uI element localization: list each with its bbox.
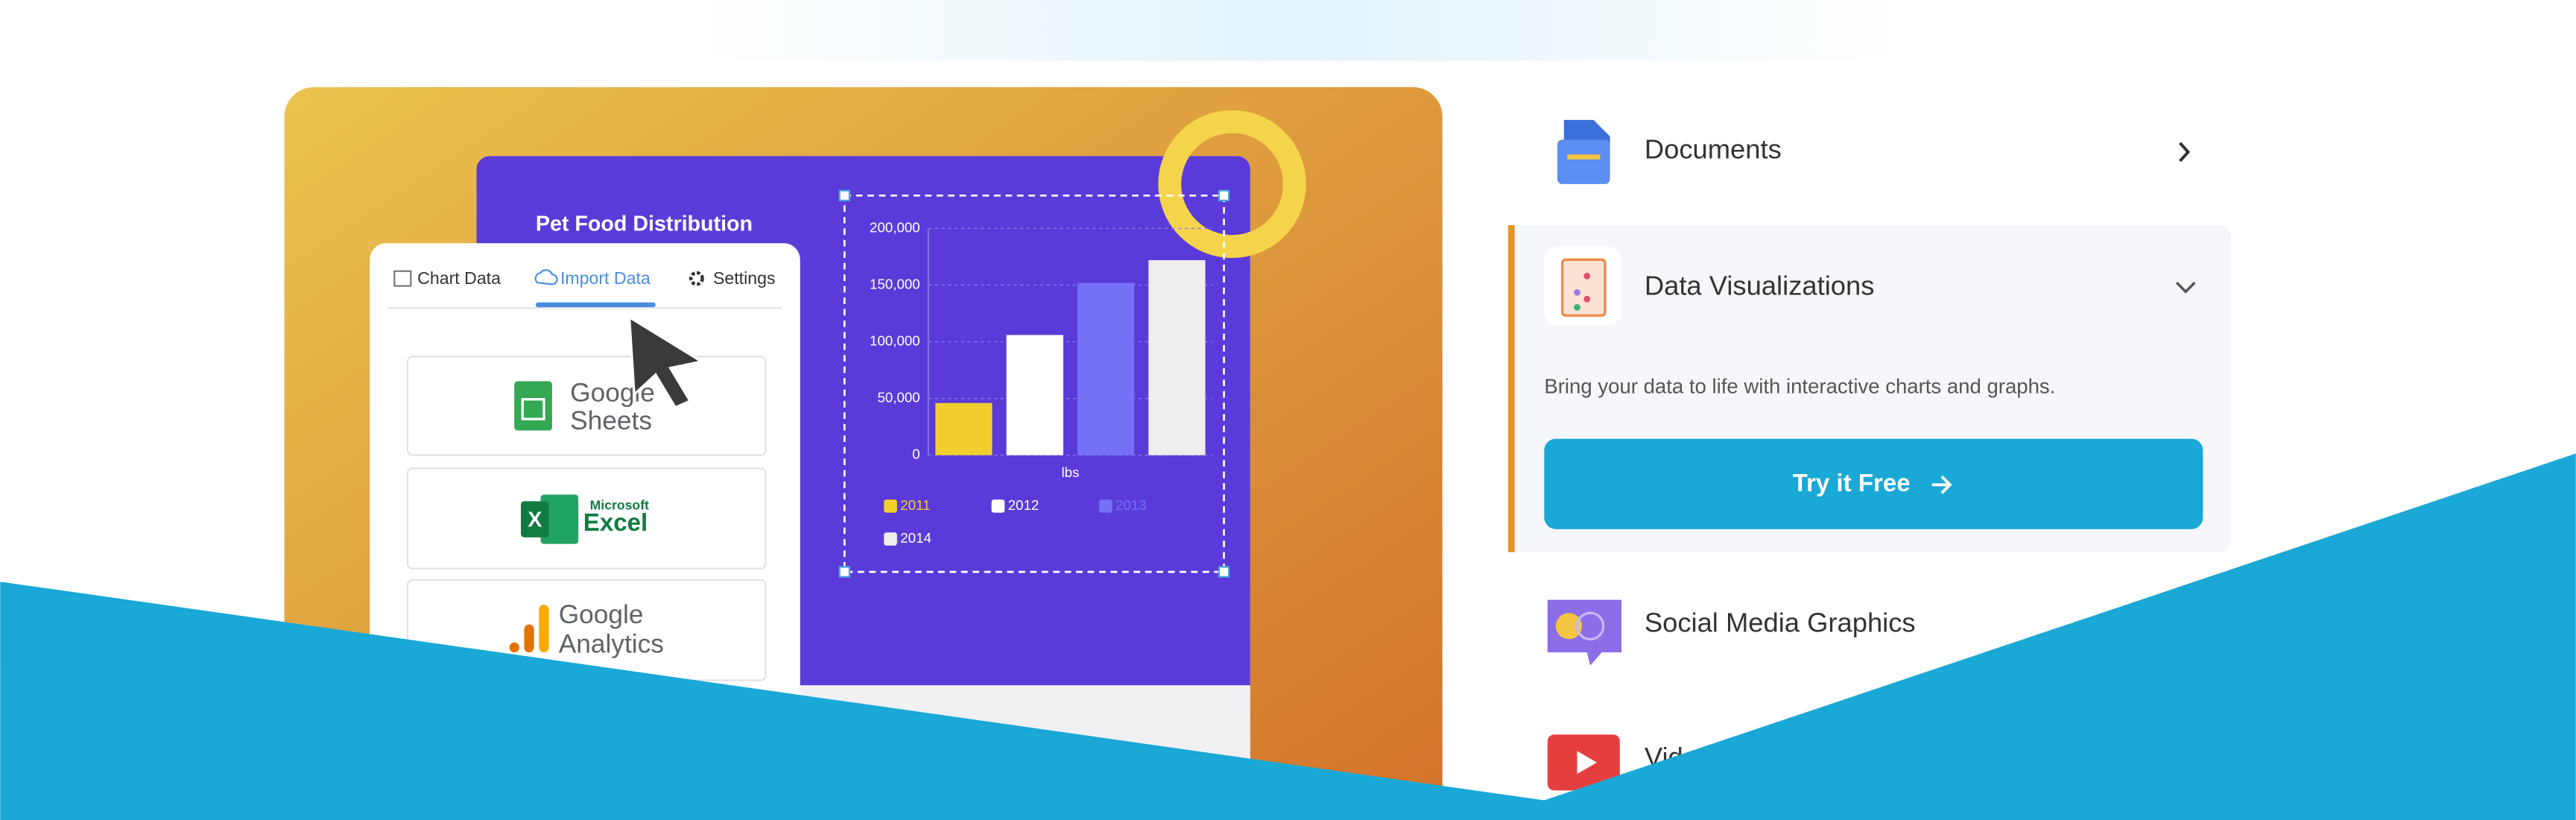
source-sub: Sheets — [570, 406, 652, 435]
tab[interactable]: Settings — [713, 268, 776, 288]
y-tick-label: 0 — [912, 447, 920, 462]
legend-label: 2012 — [1008, 497, 1039, 513]
y-tick-label: 100,000 — [870, 332, 920, 348]
chevron-down — [2175, 281, 2196, 294]
documents-icon-front — [1557, 139, 1610, 184]
bar — [1006, 335, 1063, 455]
menu-label: Social Media Graphics — [1645, 607, 1916, 637]
dataviz-icon-dot — [1583, 272, 1591, 280]
source-sub: Analytics — [559, 630, 664, 659]
excel-logo-letter: X — [528, 508, 542, 532]
menu-label: Documents — [1645, 133, 1782, 164]
decor-ring — [1158, 110, 1306, 259]
preview-title: Pet Food Distribution — [536, 212, 753, 236]
active-indicator — [1507, 225, 1515, 552]
y-tick-label: 200,000 — [870, 219, 920, 235]
menu-item[interactable]: Documents — [1557, 119, 2191, 184]
selection-handles — [838, 189, 1230, 578]
analytics-dot — [509, 642, 519, 653]
top-glow — [690, 0, 1906, 61]
tab-active[interactable]: Import Data — [560, 268, 651, 288]
bar — [1148, 260, 1206, 455]
social-icon-dot — [1555, 613, 1583, 640]
cta-button[interactable] — [1544, 438, 2203, 529]
bar — [935, 403, 993, 455]
sheets-logo-grid — [521, 398, 545, 420]
analytics-bar — [539, 605, 549, 653]
excel-logo — [521, 501, 549, 537]
source-brand: Microsoft — [590, 498, 649, 513]
dataviz-icon-dot — [1574, 303, 1580, 311]
legend-swatch — [884, 532, 897, 546]
preview-chart: 0 50,000 100,000 150,000 200,000 2011 2012 2013… — [870, 219, 1213, 546]
analytics-bar — [524, 624, 534, 653]
selection-box — [843, 195, 1225, 573]
sheets-logo — [514, 381, 552, 431]
handle — [1218, 189, 1230, 202]
source-name: Google — [559, 600, 644, 629]
x-axis-label: lbs — [1061, 464, 1079, 480]
legend-swatch — [991, 499, 1005, 513]
excel-logo-back — [540, 494, 579, 544]
dataviz-icon — [1560, 258, 1607, 317]
dataviz-icon-dot — [1583, 295, 1591, 303]
source-option[interactable] — [406, 467, 767, 570]
legend-swatch — [884, 499, 897, 513]
legend-swatch — [1098, 499, 1113, 513]
analytics-logo — [509, 605, 549, 653]
documents-icon-line — [1567, 154, 1601, 160]
video-icon-play — [1577, 751, 1597, 775]
tab-underline — [535, 302, 656, 308]
cta-label: Try it Free — [1793, 470, 1911, 497]
legend-label: 2014 — [900, 530, 931, 546]
bar — [1077, 283, 1135, 455]
dataviz-icon-dot — [1574, 288, 1580, 296]
y-tick-label: 50,000 — [877, 390, 920, 406]
legend-label: 2013 — [1115, 497, 1147, 513]
handle — [1218, 566, 1230, 578]
tab-icon — [534, 269, 558, 286]
source-name: Excel — [583, 509, 648, 537]
handle — [838, 566, 851, 578]
menu-description: Bring your data to life with interactive… — [1544, 375, 2055, 398]
chevron-right — [2179, 142, 2191, 163]
handle — [838, 189, 851, 202]
tab[interactable]: Chart Data — [417, 268, 501, 288]
social-icon-ring — [1575, 611, 1605, 641]
y-tick-label: 150,000 — [870, 276, 920, 291]
menu-label[interactable]: Data Visualizations — [1645, 270, 1875, 300]
legend-label: 2011 — [900, 497, 930, 513]
tab-icon — [393, 270, 412, 287]
cta-arrow — [1931, 475, 1952, 494]
menu-item[interactable]: Social Media Graphics — [1547, 599, 1916, 666]
tab-icon — [689, 271, 704, 286]
footer-wave — [0, 453, 2576, 820]
cursor — [627, 315, 705, 409]
